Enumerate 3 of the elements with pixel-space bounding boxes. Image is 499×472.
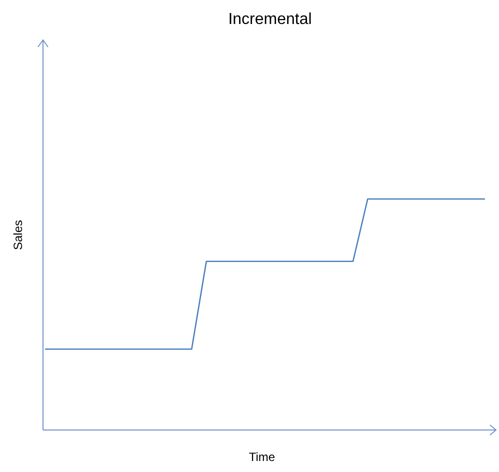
- y-axis-title: Sales: [11, 220, 25, 250]
- x-axis-title: Time: [248, 450, 276, 464]
- chart-title: Incremental: [228, 11, 312, 28]
